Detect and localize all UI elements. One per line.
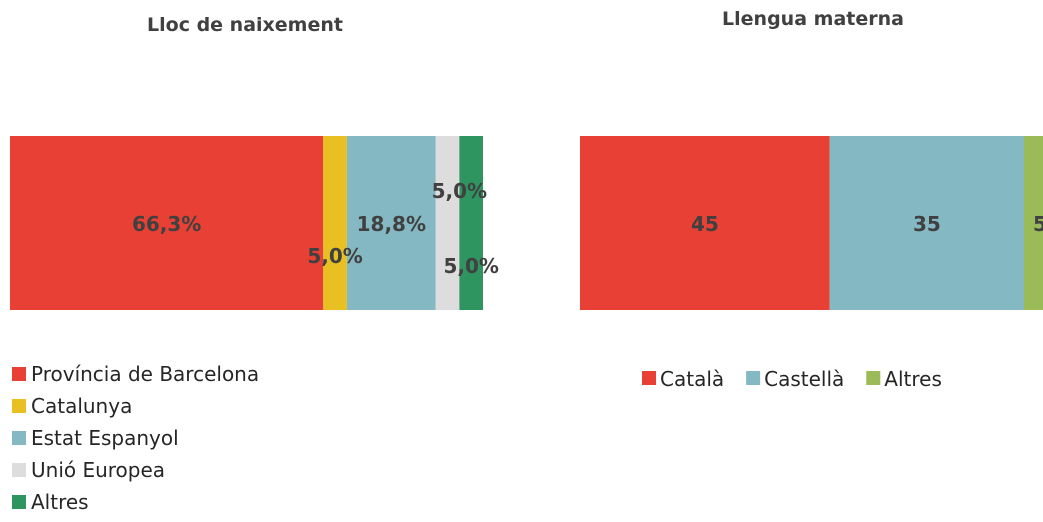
legend2-swatch-1 — [642, 371, 656, 385]
chart-1-title: Lloc de naixement — [147, 14, 343, 36]
bar-segment-1 — [10, 136, 324, 310]
chart-2-labels: 45 35 5 — [691, 212, 1043, 236]
data-label-1: 66,3% — [132, 212, 201, 236]
bar2-segment-1 — [580, 136, 830, 310]
legend-label-3: Estat Espanyol — [31, 426, 179, 450]
legend-label-5: Altres — [31, 490, 89, 514]
legend2-label-2: Castellà — [764, 367, 844, 391]
bar-segment-5 — [459, 136, 483, 310]
legend-label-1: Província de Barcelona — [31, 362, 259, 386]
legend2-label-1: Català — [660, 367, 724, 391]
data-label-2: 5,0% — [307, 244, 362, 268]
bar-segment-3 — [346, 136, 436, 310]
legend-swatch-2 — [12, 399, 26, 413]
data2-label-3: 5 — [1033, 212, 1043, 236]
data-label-3: 18,8% — [357, 212, 426, 236]
chart-2-legend: Català Castellà Altres — [642, 367, 942, 391]
bar2-segment-3 — [1024, 136, 1043, 310]
legend2-swatch-2 — [746, 371, 761, 385]
data2-label-2: 35 — [913, 212, 941, 236]
chart-1-bars — [10, 136, 483, 310]
data2-label-1: 45 — [691, 212, 719, 236]
legend2-label-3: Altres — [884, 367, 942, 391]
legend-swatch-3 — [12, 431, 26, 445]
legend-label-4: Unió Europea — [31, 458, 165, 482]
chart-1-legend: Província de Barcelona Catalunya Estat Esp… — [12, 362, 259, 514]
legend-swatch-4 — [12, 463, 26, 477]
bar-segment-2 — [323, 136, 347, 310]
legend-label-2: Catalunya — [31, 394, 132, 418]
data-label-5: 5,0% — [443, 254, 498, 278]
chart-2-bars — [580, 136, 1043, 310]
legend2-swatch-3 — [866, 371, 881, 385]
legend-swatch-1 — [12, 367, 26, 381]
chart-1-labels: 66,3%5,0%18,8%5,0%5,0% — [132, 179, 499, 278]
data-label-overflow: 5,0% — [432, 179, 487, 203]
bar2-segment-2 — [829, 136, 1024, 310]
legend-swatch-5 — [12, 495, 26, 509]
chart-2-title: Llengua materna — [722, 8, 904, 30]
bar-segment-4 — [435, 136, 460, 310]
